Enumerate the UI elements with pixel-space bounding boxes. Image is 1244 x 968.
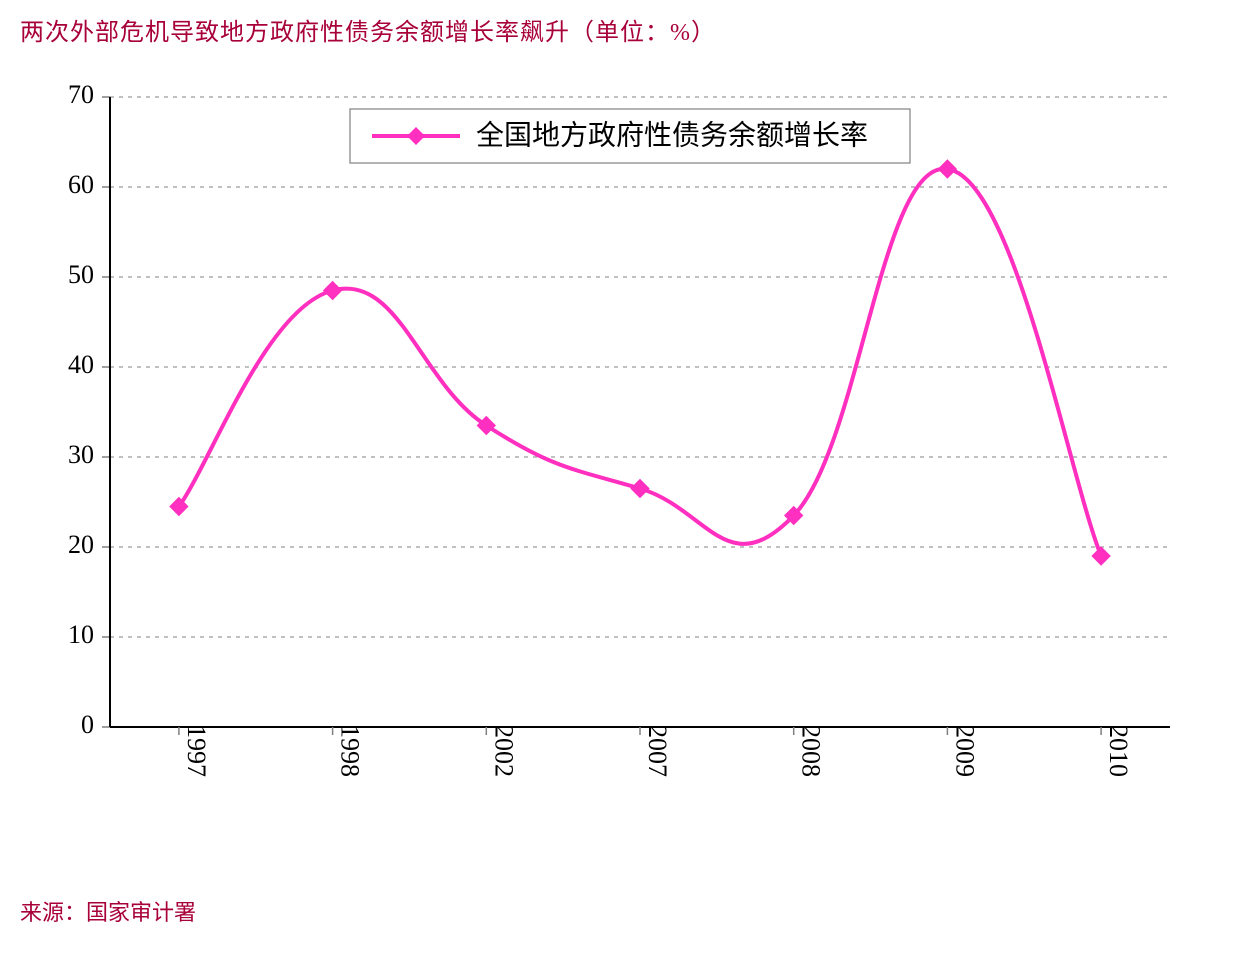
line-chart: 0 10 20 30 40 50 60 70 1997 1998 2002 2007 2008 2009 2…: [20, 77, 1200, 877]
svg-text:60: 60: [68, 170, 94, 199]
svg-text:40: 40: [68, 350, 94, 379]
svg-text:全国地方政府性债务余额增长率: 全国地方政府性债务余额增长率: [476, 119, 868, 151]
svg-text:50: 50: [68, 260, 94, 289]
svg-text:0: 0: [81, 710, 94, 739]
svg-text:2009: 2009: [950, 725, 979, 777]
svg-text:2008: 2008: [797, 725, 826, 777]
chart-title: 两次外部危机导致地方政府性债务余额增长率飙升（单位：%）: [20, 12, 1224, 47]
svg-text:2010: 2010: [1104, 725, 1133, 777]
svg-text:2007: 2007: [643, 725, 672, 777]
svg-text:70: 70: [68, 80, 94, 109]
svg-text:10: 10: [68, 620, 94, 649]
page: 两次外部危机导致地方政府性债务余额增长率飙升（单位：%） 0 10 20 30 40 50…: [0, 0, 1244, 968]
svg-text:1998: 1998: [336, 725, 365, 777]
chart-source: 来源：国家审计署: [20, 895, 1224, 927]
svg-text:30: 30: [68, 440, 94, 469]
svg-text:2002: 2002: [489, 725, 518, 777]
chart-container: 0 10 20 30 40 50 60 70 1997 1998 2002 2007 2008 2009 2…: [20, 77, 1200, 877]
svg-text:1997: 1997: [182, 725, 211, 777]
svg-text:20: 20: [68, 530, 94, 559]
